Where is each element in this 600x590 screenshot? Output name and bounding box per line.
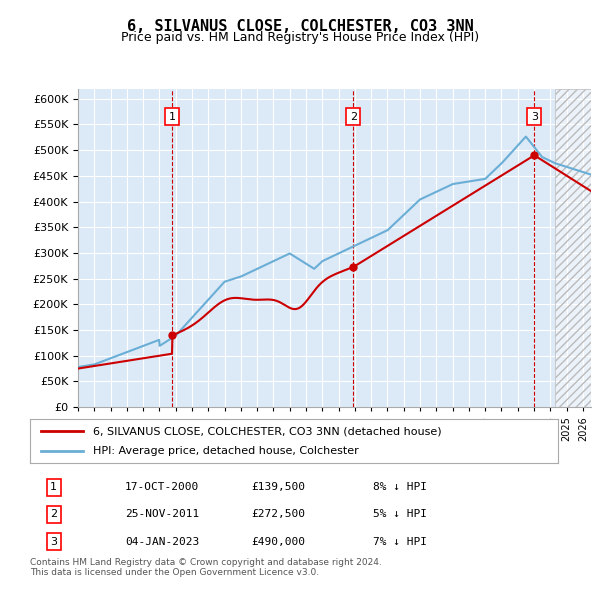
- Bar: [555, 88, 591, 407]
- Text: 6, SILVANUS CLOSE, COLCHESTER, CO3 3NN (detached house): 6, SILVANUS CLOSE, COLCHESTER, CO3 3NN (…: [94, 427, 442, 436]
- Text: 7% ↓ HPI: 7% ↓ HPI: [373, 537, 427, 547]
- Text: Contains HM Land Registry data © Crown copyright and database right 2024.
This d: Contains HM Land Registry data © Crown c…: [30, 558, 382, 577]
- Text: 04-JAN-2023: 04-JAN-2023: [125, 537, 199, 547]
- Text: 1: 1: [50, 482, 57, 492]
- Text: 3: 3: [531, 112, 538, 122]
- Text: £490,000: £490,000: [252, 537, 306, 547]
- Text: 5% ↓ HPI: 5% ↓ HPI: [373, 510, 427, 519]
- Text: 8% ↓ HPI: 8% ↓ HPI: [373, 482, 427, 492]
- Text: 17-OCT-2000: 17-OCT-2000: [125, 482, 199, 492]
- Bar: [555, 88, 591, 407]
- Text: £139,500: £139,500: [252, 482, 306, 492]
- Text: £272,500: £272,500: [252, 510, 306, 519]
- Text: 6, SILVANUS CLOSE, COLCHESTER, CO3 3NN: 6, SILVANUS CLOSE, COLCHESTER, CO3 3NN: [127, 19, 473, 34]
- Text: 25-NOV-2011: 25-NOV-2011: [125, 510, 199, 519]
- Text: 2: 2: [350, 112, 357, 122]
- Text: HPI: Average price, detached house, Colchester: HPI: Average price, detached house, Colc…: [94, 446, 359, 455]
- Text: 2: 2: [50, 510, 58, 519]
- Text: 3: 3: [50, 537, 57, 547]
- Text: 1: 1: [169, 112, 176, 122]
- Text: Price paid vs. HM Land Registry's House Price Index (HPI): Price paid vs. HM Land Registry's House …: [121, 31, 479, 44]
